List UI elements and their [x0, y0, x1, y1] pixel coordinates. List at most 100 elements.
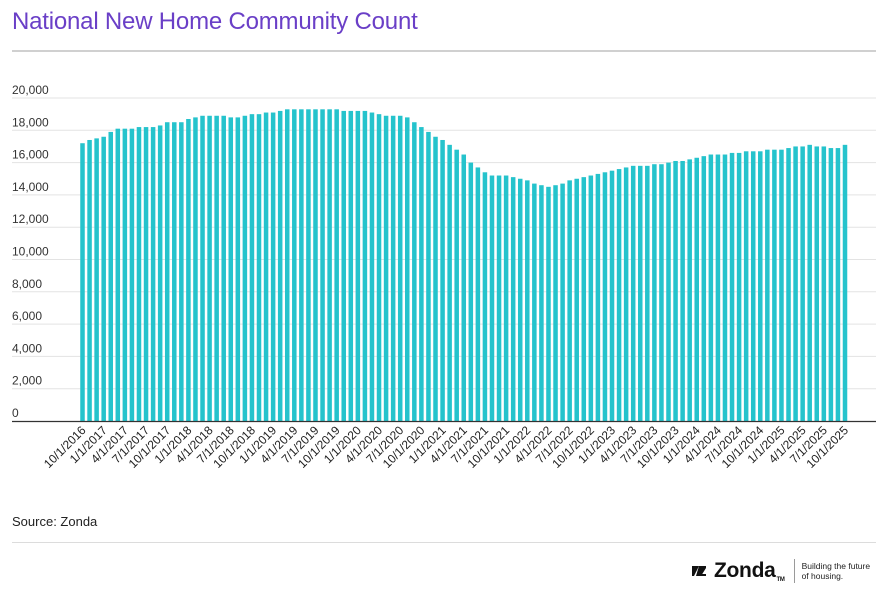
- bar: [397, 115, 403, 421]
- bar: [574, 178, 579, 421]
- bar: [623, 167, 629, 421]
- bar: [765, 149, 770, 421]
- bar: [369, 112, 375, 421]
- bar: [87, 139, 92, 422]
- bar: [263, 112, 269, 421]
- source-note: Source: Zonda: [12, 514, 98, 529]
- bar: [546, 186, 551, 421]
- bar: [616, 169, 622, 421]
- bar: [637, 165, 643, 421]
- bar: [793, 146, 798, 421]
- bar: [475, 167, 481, 421]
- bar: [221, 115, 226, 421]
- bar: [680, 160, 685, 422]
- bar: [673, 160, 678, 422]
- bar: [468, 162, 474, 421]
- bar: [807, 144, 812, 421]
- bar: [772, 149, 777, 421]
- bar: [553, 185, 558, 421]
- tagline-line-1: Building the future: [801, 561, 871, 571]
- bar: [461, 154, 467, 421]
- bar: [249, 114, 255, 422]
- y-tick-label: 8,000: [12, 277, 42, 291]
- bar: [630, 165, 636, 421]
- bar: [299, 109, 304, 422]
- bar: [270, 112, 276, 421]
- bar: [419, 127, 424, 421]
- brand-tagline: Building the future of housing.: [802, 561, 882, 581]
- bar: [235, 117, 241, 421]
- bar: [383, 115, 389, 421]
- bar: [454, 149, 459, 421]
- bar: [200, 115, 205, 421]
- footer-divider: [12, 542, 876, 543]
- bar: [214, 115, 219, 421]
- bar: [708, 154, 714, 421]
- bar: [588, 175, 594, 421]
- bar: [694, 157, 699, 421]
- bar: [101, 136, 106, 421]
- bar: [525, 180, 530, 421]
- bar: [510, 177, 516, 421]
- bar: [143, 127, 149, 421]
- chart-title: National New Home Community Count: [12, 8, 418, 35]
- bar: [821, 146, 827, 421]
- bar: [835, 148, 841, 421]
- bar: [828, 148, 834, 421]
- y-tick-label: 18,000: [12, 115, 49, 129]
- bar: [284, 109, 290, 422]
- bar: [405, 117, 410, 421]
- bar: [814, 146, 820, 421]
- bar: [115, 128, 121, 421]
- bar: [256, 114, 262, 422]
- bar: [532, 183, 537, 421]
- zonda-logo: ZondaTM Building the future of housing.: [690, 558, 882, 584]
- bar: [129, 128, 135, 421]
- y-tick-label: 10,000: [12, 245, 49, 259]
- bar: [482, 172, 488, 421]
- bar: [581, 177, 587, 421]
- bar: [447, 144, 452, 421]
- bar: [334, 109, 339, 422]
- bar: [150, 127, 156, 421]
- bar: [539, 185, 544, 421]
- bar: [645, 165, 650, 421]
- bar: [306, 109, 311, 422]
- bar: [94, 138, 99, 421]
- bar: [426, 131, 431, 422]
- y-tick-label: 6,000: [12, 309, 42, 323]
- bar: [729, 152, 735, 421]
- bar: [687, 159, 692, 421]
- bar: [609, 170, 615, 421]
- zonda-mark-icon: [692, 566, 706, 576]
- bar: [207, 115, 212, 421]
- bar: [186, 118, 191, 422]
- y-tick-label: 0: [12, 406, 19, 420]
- bar: [489, 175, 495, 421]
- y-tick-label: 16,000: [12, 148, 49, 162]
- bar: [560, 183, 565, 421]
- tagline-line-2: of housing.: [801, 571, 844, 581]
- bar: [701, 156, 707, 421]
- bar: [390, 115, 396, 421]
- bar: [122, 128, 128, 421]
- bar: [193, 117, 198, 421]
- y-tick-label: 4,000: [12, 341, 42, 355]
- bar: [496, 175, 502, 421]
- bar: [292, 109, 297, 422]
- bar: [750, 151, 756, 422]
- bar: [108, 131, 113, 422]
- bar: [666, 162, 671, 421]
- bar: [341, 110, 346, 422]
- bar: [567, 180, 572, 421]
- y-tick-label: 20,000: [12, 83, 49, 97]
- bar: [800, 146, 805, 421]
- bar: [440, 139, 445, 422]
- bar: [80, 143, 85, 421]
- logo-divider: [793, 559, 795, 583]
- bar: [779, 149, 784, 421]
- bar: [412, 122, 417, 421]
- bar: [348, 110, 354, 422]
- bar: [736, 152, 742, 421]
- bar: [722, 154, 728, 421]
